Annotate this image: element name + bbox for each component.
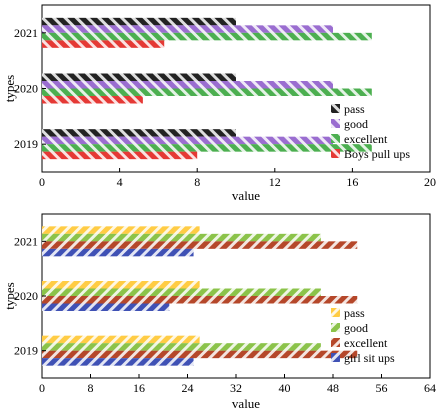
chart-panel-boys: 2019 2020 2021 0 4 8 12 16 20 value types passgoode…	[2, 4, 436, 203]
x-axis-label: value	[232, 396, 260, 411]
legend-swatch	[331, 353, 340, 362]
legend-label: pass	[344, 102, 365, 116]
x-tick-label: 4	[117, 175, 123, 189]
bar-pass-2021	[42, 226, 200, 234]
legend-swatch	[331, 149, 340, 158]
legend-swatch	[331, 134, 340, 143]
x-tick-label: 64	[424, 381, 436, 395]
bar-pass-2020	[42, 281, 200, 289]
x-tick-label: 20	[424, 175, 436, 189]
bar-boys-pull-ups-2020	[42, 96, 143, 104]
x-tick-label: 24	[182, 381, 194, 395]
bar-good-2021	[42, 233, 321, 242]
y-tick-label: 2021	[14, 26, 38, 40]
y-axis-label: types	[2, 75, 17, 102]
bar-boys-pull-ups-2021	[42, 40, 165, 48]
bar-good-2021	[42, 25, 333, 33]
x-tick-label: 8	[88, 381, 94, 395]
bar-excellent-2021	[42, 32, 372, 41]
bar-good-2020	[42, 81, 333, 89]
x-tick-label: 48	[327, 381, 339, 395]
legend-label: good	[344, 117, 368, 131]
bar-pass-2020	[42, 73, 236, 81]
bar-excellent-2020	[42, 296, 358, 304]
x-tick-label: 0	[39, 381, 45, 395]
y-tick-label: 2021	[14, 234, 38, 248]
legend-swatch	[331, 308, 340, 317]
bar-pass-2019	[42, 335, 200, 344]
legend-label: excellent	[344, 132, 388, 146]
legend-swatch	[331, 104, 340, 113]
x-axis-label: value	[232, 188, 260, 203]
y-tick-label: 2020	[14, 82, 38, 96]
y-axis-label: types	[2, 282, 17, 309]
x-tick-label: 56	[376, 381, 388, 395]
legend-label: excellent	[344, 336, 388, 350]
bar-girl-sit-ups-2019	[42, 358, 194, 366]
bar-excellent-2019	[42, 350, 358, 359]
bar-excellent-2019	[42, 144, 372, 152]
bar-good-2020	[42, 288, 321, 296]
bar-pass-2019	[42, 129, 236, 137]
legend-label: pass	[344, 306, 365, 320]
x-tick-label: 16	[346, 175, 358, 189]
x-tick-label: 8	[194, 175, 200, 189]
legend-swatch	[331, 323, 340, 332]
legend-label: girl sit ups	[344, 351, 395, 365]
legend-label: good	[344, 321, 368, 335]
chart-panel-girls: 2019 2020 2021 0 8 16 24 32 40 48 56 64 value types pa…	[2, 213, 436, 411]
bar-girl-sit-ups-2020	[42, 303, 170, 311]
x-tick-label: 40	[279, 381, 291, 395]
bar-good-2019	[42, 343, 321, 351]
x-tick-label: 32	[230, 381, 242, 395]
legend-swatch	[331, 119, 340, 128]
bar-good-2019	[42, 136, 333, 145]
bar-boys-pull-ups-2019	[42, 151, 198, 160]
bar-pass-2021	[42, 17, 236, 26]
y-tick-label: 2020	[14, 289, 38, 303]
x-tick-label: 0	[39, 175, 45, 189]
y-tick-label: 2019	[14, 344, 38, 358]
x-tick-label: 16	[133, 381, 145, 395]
y-tick-label: 2019	[14, 137, 38, 151]
legend-label: Boys pull ups	[344, 147, 410, 161]
x-tick-label: 12	[269, 175, 281, 189]
legend-swatch	[331, 338, 340, 347]
bar-excellent-2020	[42, 88, 372, 96]
bar-girl-sit-ups-2021	[42, 248, 194, 257]
bar-excellent-2021	[42, 241, 358, 249]
